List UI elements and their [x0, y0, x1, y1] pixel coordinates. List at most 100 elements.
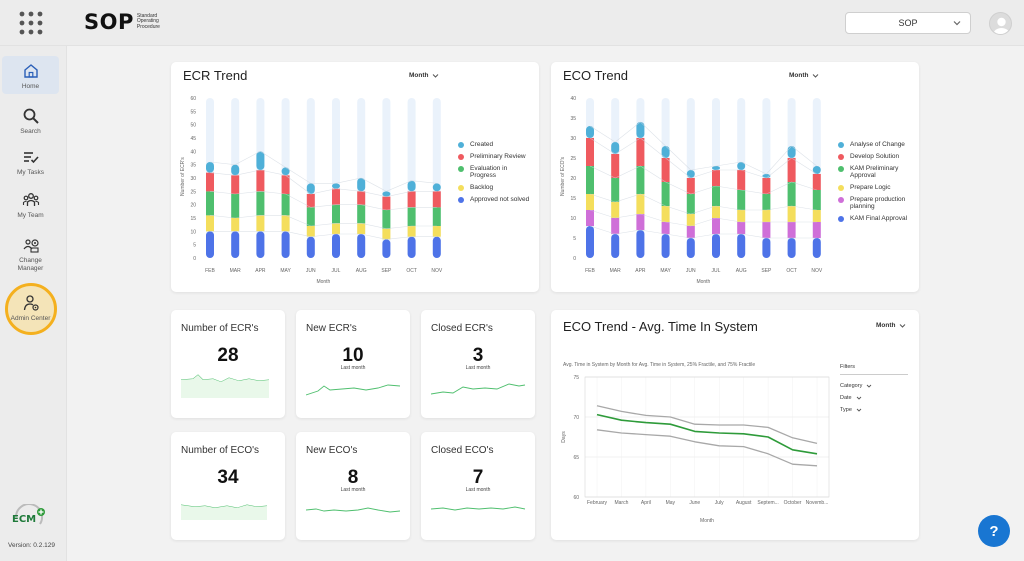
y-axis-label: Number of ECO's — [560, 156, 566, 196]
organization-select[interactable]: SOP — [845, 12, 971, 34]
x-tick-label: AUG — [736, 268, 747, 274]
y-tick-label: 50 — [190, 123, 196, 129]
sidebar-item-my-team[interactable]: My Team — [2, 191, 59, 219]
bar-segment — [686, 194, 695, 214]
series-trend-line — [589, 209, 817, 227]
ecr-trend-period-select[interactable]: Month — [409, 72, 439, 79]
x-tick-label: JUN — [306, 268, 316, 274]
legend-swatch — [838, 153, 844, 160]
y-tick-label: 55 — [190, 109, 196, 115]
legend-label: Prepare Logic — [850, 184, 891, 191]
stat-card-number-of-ecrs[interactable]: Number of ECR's 28 — [171, 310, 285, 418]
bar-segment — [787, 158, 796, 182]
y-tick-label: 40 — [570, 96, 576, 102]
bar-segment — [762, 194, 771, 210]
bar-segment — [281, 194, 290, 216]
stat-card-closed-ecrs[interactable]: Closed ECR's 3 Last month — [421, 310, 535, 418]
legend-item: Preliminary Review — [458, 153, 534, 160]
stat-label: New ECO's — [306, 445, 358, 456]
avg-time-period-select[interactable]: Month — [876, 322, 906, 329]
series-trend-line — [589, 225, 817, 239]
bar-segment — [787, 222, 796, 238]
x-tick-label: AUG — [356, 268, 367, 274]
bar-segment — [407, 191, 416, 208]
filter-date[interactable]: Date — [840, 394, 908, 402]
x-axis-label: Month — [700, 518, 714, 524]
ecm-logo: ECM — [12, 504, 45, 525]
x-tick-label: Novemb... — [806, 500, 829, 506]
legend-item: Develop Solution — [838, 153, 914, 160]
stat-card-number-of-ecos[interactable]: Number of ECO's 34 — [171, 432, 285, 540]
sidebar-item-label: Admin Center — [10, 315, 51, 322]
x-tick-label: JUL — [332, 268, 341, 274]
chevron-down-icon — [867, 384, 872, 388]
stat-card-closed-ecos[interactable]: Closed ECO's 7 Last month — [421, 432, 535, 540]
y-axis-label: Days — [561, 431, 567, 443]
sop-logo[interactable]: SOP Standard Operating Procedure — [84, 10, 179, 34]
home-icon — [23, 64, 38, 78]
stat-card-new-ecrs[interactable]: New ECR's 10 Last month — [296, 310, 410, 418]
series-line — [596, 405, 818, 445]
eco-trend-period-select[interactable]: Month — [789, 72, 819, 79]
filter-type[interactable]: Type — [840, 406, 908, 414]
sidebar-item-admin-center[interactable]: Admin Center — [2, 294, 59, 322]
bar-segment — [661, 158, 670, 182]
bar-segment — [432, 226, 441, 237]
sidebar-item-home[interactable]: Home — [2, 56, 59, 94]
user-avatar[interactable] — [989, 12, 1012, 35]
bar-segment — [382, 239, 391, 258]
sparkline — [431, 506, 526, 511]
bar-segment — [686, 214, 695, 226]
sidebar-item-change-manager[interactable]: Change Manager — [2, 236, 59, 273]
bar-segment — [256, 215, 265, 232]
y-tick-label: 60 — [190, 96, 196, 102]
series-trend-line — [589, 193, 817, 215]
x-tick-label: NOV — [811, 268, 823, 274]
legend-item: Prepare Logic — [838, 184, 914, 191]
x-tick-label: February — [587, 500, 608, 506]
x-tick-label: July — [715, 500, 724, 506]
y-tick-label: 30 — [190, 176, 196, 182]
bar-segment — [357, 191, 366, 205]
avg-time-title: ECO Trend - Avg. Time In System — [563, 319, 758, 334]
y-tick-label: 10 — [570, 216, 576, 222]
stat-subtitle: Last month — [340, 365, 366, 371]
bar-segment — [306, 226, 315, 237]
sidebar-item-my-tasks[interactable]: My Tasks — [2, 148, 59, 176]
legend-item: Approved not solved — [458, 196, 534, 203]
y-tick-label: 35 — [190, 163, 196, 169]
chevron-down-icon — [812, 74, 818, 78]
x-tick-label: FEB — [205, 268, 215, 274]
bar-segment — [281, 167, 290, 176]
legend-swatch — [838, 165, 844, 172]
bar-segment — [306, 236, 315, 258]
bar-segment — [812, 222, 821, 238]
series-trend-line — [589, 121, 817, 175]
bar-segment — [206, 215, 214, 232]
bar-segment — [712, 218, 720, 234]
bar-segment — [737, 234, 746, 258]
bar-segment — [332, 234, 340, 258]
bar-segment — [611, 202, 620, 218]
bar-segment — [686, 226, 695, 238]
bar-segment — [611, 218, 620, 234]
bar-segment — [686, 238, 695, 258]
x-tick-label: March — [614, 500, 628, 506]
bar-segment — [281, 175, 290, 194]
stat-card-new-ecos[interactable]: New ECO's 8 Last month — [296, 432, 410, 540]
stat-subtitle: Last month — [340, 487, 366, 493]
filter-category[interactable]: Category — [840, 382, 908, 390]
y-tick-label: 65 — [573, 455, 579, 461]
y-tick-label: 45 — [190, 136, 196, 142]
y-axis-label: Number of ECR's — [180, 157, 186, 196]
y-tick-label: 25 — [570, 156, 576, 162]
help-button[interactable]: ? — [978, 515, 1010, 547]
bar-segment — [611, 142, 620, 154]
stat-value: 28 — [217, 345, 239, 366]
app-launcher-icon[interactable] — [18, 10, 44, 36]
x-tick-label: May — [666, 500, 676, 506]
sidebar-item-search[interactable]: Search — [2, 107, 59, 135]
bar-segment — [231, 218, 240, 232]
x-tick-label: October — [784, 500, 802, 506]
y-tick-label: 5 — [573, 236, 576, 242]
